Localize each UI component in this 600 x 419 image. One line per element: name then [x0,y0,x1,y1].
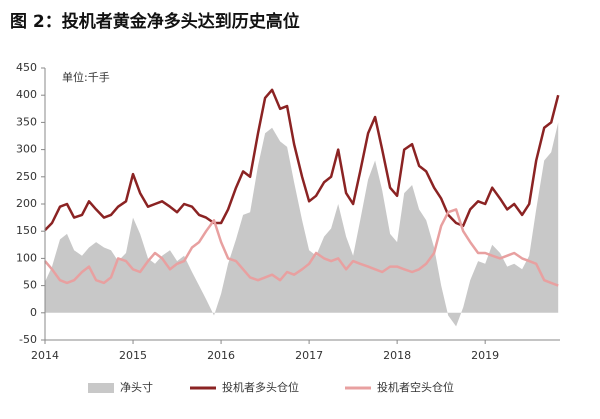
legend-label: 投机者多头仓位 [222,380,299,394]
y-tick-label: -50 [19,333,37,346]
y-tick-label: 50 [23,279,37,292]
x-tick-label: 2016 [207,349,235,362]
y-tick-label: 450 [16,61,37,74]
x-tick-label: 2017 [295,349,323,362]
y-tick-label: 150 [16,224,37,237]
y-tick-label: 350 [16,115,37,128]
x-tick-label: 2014 [31,349,59,362]
y-tick-label: 0 [30,306,37,319]
legend-swatch [88,383,114,393]
x-tick-label: 2019 [471,349,499,362]
y-tick-label: 200 [16,197,37,210]
legend-label: 投机者空头仓位 [377,380,454,394]
unit-label: 单位:千手 [62,70,110,84]
chart-title: 图 2：投机者黄金净多头达到历史高位 [10,11,300,32]
legend-label: 净头寸 [120,380,153,394]
y-tick-label: 250 [16,170,37,183]
x-tick-label: 2018 [383,349,411,362]
y-tick-label: 300 [16,143,37,156]
line [44,88,560,231]
x-tick-label: 2015 [119,349,147,362]
y-tick-label: 400 [16,88,37,101]
y-tick-label: 100 [16,251,37,264]
area [45,122,559,327]
line [44,208,559,287]
